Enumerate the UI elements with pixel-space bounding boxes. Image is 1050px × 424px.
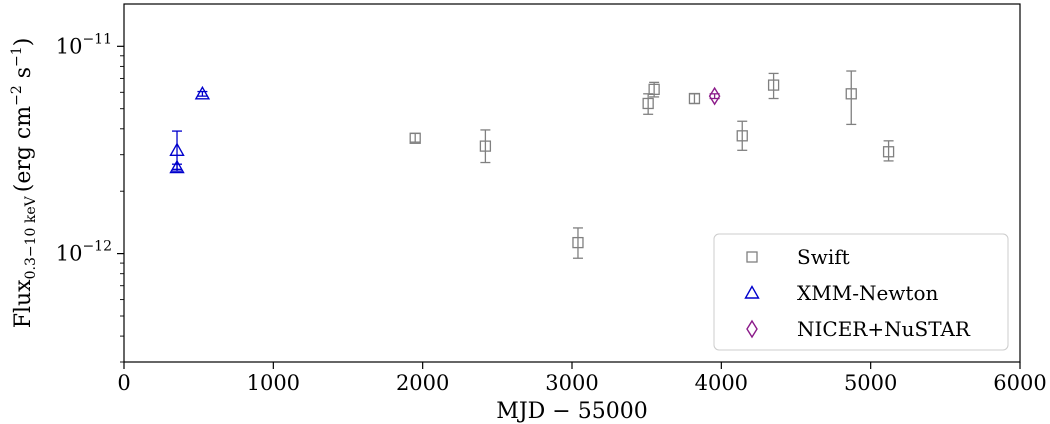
x-tick-label: 2000: [396, 371, 449, 395]
data-point: [736, 130, 748, 142]
y-axis-label-mid: s: [11, 67, 36, 85]
data-point: [409, 132, 421, 144]
legend: Swift XMM-Newton NICER+NuSTAR: [713, 233, 1009, 351]
data-point: [845, 88, 857, 100]
data-point: [479, 140, 492, 152]
x-tick-label: 1000: [247, 371, 300, 395]
y-axis-label-units: (erg cm: [11, 106, 36, 193]
data-point: [708, 86, 721, 106]
legend-label: XMM-Newton: [797, 281, 938, 305]
data-point: [169, 159, 185, 174]
x-tick-label: 0: [117, 371, 130, 395]
legend-label: NICER+NuSTAR: [797, 317, 971, 341]
legend-marker: [746, 251, 758, 263]
data-points: [169, 79, 895, 249]
data-point: [767, 79, 780, 91]
data-point: [572, 236, 584, 249]
error-bars: [172, 70, 894, 259]
legend-box: [713, 233, 1009, 351]
y-axis-label-exp1: −2: [9, 85, 25, 106]
y-axis-label-close: ): [11, 38, 36, 47]
y-tick-label: 10−11: [56, 31, 112, 58]
y-tick-label: 10−12: [56, 239, 112, 266]
y-axis-label-exp2: −1: [9, 46, 25, 67]
y-axis-label-subscript: 0.3−10 keV: [23, 195, 39, 279]
data-point: [642, 97, 654, 110]
x-tick-label: 5000: [844, 371, 897, 395]
data-point: [688, 92, 701, 105]
y-axis-label: Flux0.3−10 keV (erg cm−2 s−1): [9, 38, 39, 329]
axis-ticks: 0 1000 2000 3000 4000 5000 6000 10−12 10−11: [56, 31, 1047, 395]
data-point: [194, 85, 211, 100]
y-axis-label-main: Flux: [11, 279, 36, 328]
x-axis-label: MJD − 55000: [496, 399, 647, 424]
data-point: [882, 146, 895, 158]
x-tick-label: 3000: [545, 371, 598, 395]
x-tick-label: 4000: [695, 371, 748, 395]
legend-marker: [744, 285, 760, 299]
x-tick-label: 6000: [993, 371, 1046, 395]
legend-label: Swift: [797, 245, 850, 269]
data-point: [648, 83, 660, 95]
legend-marker: [746, 319, 758, 339]
data-point: [169, 142, 185, 157]
plot-frame: [123, 3, 1021, 363]
